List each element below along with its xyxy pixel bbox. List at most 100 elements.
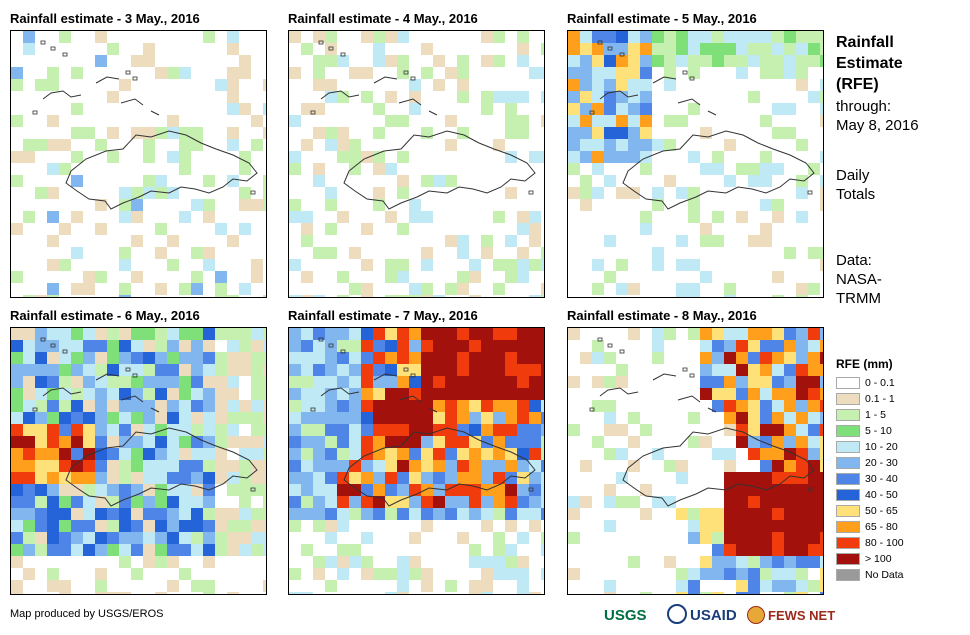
- rainfall-cell: [385, 340, 397, 352]
- rainfall-cell: [179, 496, 191, 508]
- rainfall-cell: [143, 496, 155, 508]
- rainfall-cell: [421, 484, 433, 496]
- rainfall-cell: [652, 328, 664, 340]
- rainfall-cell: [712, 43, 724, 55]
- rainfall-cell: [796, 412, 808, 424]
- rainfall-cell: [337, 127, 349, 139]
- rainfall-cell: [289, 388, 301, 400]
- rainfall-cell: [59, 163, 71, 175]
- rainfall-cell: [397, 496, 409, 508]
- rainfall-cell: [95, 340, 107, 352]
- rainfall-cell: [541, 496, 544, 508]
- rainfall-cell: [263, 508, 266, 520]
- rainfall-cell: [47, 235, 59, 247]
- islet: [682, 367, 688, 372]
- rainfall-cell: [397, 340, 409, 352]
- rainfall-cell: [349, 388, 361, 400]
- rainfall-cell: [83, 484, 95, 496]
- rainfall-cell: [289, 211, 301, 223]
- rainfall-cell: [131, 388, 143, 400]
- rainfall-cell: [337, 340, 349, 352]
- rainfall-cell: [373, 103, 385, 115]
- rainfall-cell: [227, 31, 239, 43]
- rainfall-cell: [760, 496, 772, 508]
- rainfall-cell: [676, 580, 688, 592]
- rainfall-cell: [397, 556, 409, 568]
- rainfall-cell: [71, 412, 83, 424]
- rainfall-cell: [409, 400, 421, 412]
- rainfall-cell: [664, 556, 676, 568]
- rainfall-cell: [652, 199, 664, 211]
- rainfall-cell: [820, 424, 823, 436]
- rainfall-cell: [568, 31, 580, 43]
- rainfall-cell: [796, 484, 808, 496]
- rainfall-cell: [433, 340, 445, 352]
- rainfall-cell: [155, 472, 167, 484]
- rainfall-cell: [505, 484, 517, 496]
- rainfall-cell: [505, 436, 517, 448]
- rainfall-cell: [712, 556, 724, 568]
- rainfall-cell: [493, 31, 505, 43]
- rainfall-cell: [604, 127, 616, 139]
- rainfall-cell: [616, 448, 628, 460]
- rainfall-cell: [736, 352, 748, 364]
- rainfall-cell: [107, 91, 119, 103]
- rainfall-cell: [361, 436, 373, 448]
- rainfall-cell: [481, 364, 493, 376]
- rainfall-cell: [445, 460, 457, 472]
- rainfall-cell: [397, 175, 409, 187]
- rainfall-cell: [748, 55, 760, 67]
- rainfall-cell: [541, 283, 544, 295]
- panel-title-2: Rainfall estimate - 4 May., 2016: [288, 11, 478, 26]
- rainfall-cell: [592, 67, 604, 79]
- rainfall-cell: [239, 532, 251, 544]
- rainfall-cell: [760, 43, 772, 55]
- rainfall-cell: [493, 556, 505, 568]
- rainfall-cell: [263, 448, 266, 460]
- rainfall-cell: [263, 436, 266, 448]
- rainfall-cell: [640, 139, 652, 151]
- rainfall-cell: [712, 376, 724, 388]
- rainfall-cell: [481, 412, 493, 424]
- islet: [340, 349, 346, 354]
- rainfall-cell: [409, 460, 421, 472]
- rainfall-cell: [23, 436, 35, 448]
- rainfall-cell: [263, 472, 266, 484]
- rainfall-cell: [179, 340, 191, 352]
- rainfall-cell: [529, 328, 541, 340]
- rainfall-cell: [736, 436, 748, 448]
- coastline: [343, 130, 536, 210]
- rainfall-cell: [179, 472, 191, 484]
- rainfall-cell: [820, 364, 823, 376]
- rainfall-cell: [784, 472, 796, 484]
- rainfall-cell: [724, 340, 736, 352]
- rainfall-cell: [239, 103, 251, 115]
- rainfall-cell: [652, 259, 664, 271]
- rainfall-cell: [505, 235, 517, 247]
- rainfall-cell: [203, 364, 215, 376]
- rainfall-cell: [433, 424, 445, 436]
- rainfall-cell: [820, 328, 823, 340]
- rainfall-cell: [808, 364, 820, 376]
- rainfall-cell: [313, 448, 325, 460]
- rainfall-cell: [481, 247, 493, 259]
- rainfall-cell: [820, 199, 823, 211]
- rainfall-cell: [445, 388, 457, 400]
- rainfall-cell: [748, 424, 760, 436]
- rainfall-cell: [143, 175, 155, 187]
- rainfall-cell: [493, 508, 505, 520]
- rainfall-cell: [493, 484, 505, 496]
- rainfall-cell: [640, 103, 652, 115]
- rainfall-cell: [35, 520, 47, 532]
- rainfall-cell: [445, 508, 457, 520]
- rainfall-cell: [361, 223, 373, 235]
- rainfall-cell: [167, 532, 179, 544]
- rainfall-map-5: [288, 327, 545, 595]
- rainfall-cell: [167, 151, 179, 163]
- rainfall-cell: [628, 151, 640, 163]
- rainfall-cell: [592, 43, 604, 55]
- rainfall-cell: [47, 259, 59, 271]
- islet: [807, 487, 813, 492]
- islet: [410, 76, 416, 81]
- rainfall-cell: [203, 31, 215, 43]
